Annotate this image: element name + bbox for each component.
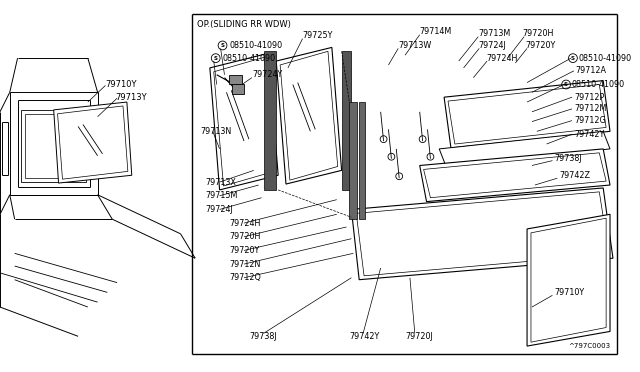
Text: S: S: [571, 56, 575, 61]
Text: 79725Y: 79725Y: [303, 31, 333, 40]
Polygon shape: [439, 131, 610, 167]
Text: 79724H: 79724H: [229, 219, 260, 228]
Polygon shape: [527, 214, 610, 346]
Polygon shape: [280, 51, 338, 180]
Text: 79713W: 79713W: [398, 41, 431, 50]
Text: OP.(SLIDING RR WDW): OP.(SLIDING RR WDW): [197, 20, 291, 29]
Text: 79713M: 79713M: [478, 29, 511, 38]
Text: 79710Y: 79710Y: [554, 288, 584, 297]
Text: 08510-41090: 08510-41090: [229, 41, 282, 50]
Polygon shape: [448, 84, 606, 144]
Text: 79713X: 79713X: [205, 177, 236, 187]
Text: 79724J: 79724J: [478, 41, 506, 50]
Polygon shape: [342, 51, 351, 190]
Text: 79715M: 79715M: [205, 191, 237, 200]
Text: 79710Y: 79710Y: [106, 80, 137, 89]
Text: 79720H: 79720H: [522, 29, 554, 38]
Polygon shape: [232, 84, 244, 94]
Polygon shape: [424, 153, 606, 198]
Text: 08510-41090: 08510-41090: [572, 80, 625, 89]
Polygon shape: [264, 51, 276, 190]
Polygon shape: [351, 188, 613, 280]
Polygon shape: [22, 110, 86, 182]
Text: 79712A: 79712A: [576, 66, 607, 75]
Text: 79720Y: 79720Y: [229, 246, 260, 255]
Polygon shape: [356, 192, 609, 276]
Polygon shape: [229, 75, 242, 84]
Text: 79720J: 79720J: [405, 332, 433, 341]
Text: 79742Z: 79742Z: [559, 171, 590, 180]
Text: 79742Y: 79742Y: [574, 130, 604, 139]
Text: 79738J: 79738J: [554, 154, 582, 163]
Text: 79714M: 79714M: [420, 27, 452, 36]
Text: 79712N: 79712N: [229, 260, 260, 269]
Polygon shape: [531, 218, 606, 342]
Text: 08510-41090: 08510-41090: [579, 54, 632, 62]
Text: S: S: [221, 43, 225, 48]
Text: ^797C0003: ^797C0003: [568, 343, 610, 349]
Polygon shape: [26, 114, 82, 178]
Text: 08510-41090: 08510-41090: [223, 54, 276, 62]
Text: 79713Y: 79713Y: [115, 93, 147, 102]
Text: 79724Y: 79724Y: [253, 70, 283, 79]
Text: S: S: [564, 82, 568, 87]
Polygon shape: [349, 102, 357, 219]
Text: S: S: [214, 56, 218, 61]
Polygon shape: [420, 149, 610, 202]
Polygon shape: [54, 102, 132, 183]
Text: 79712P: 79712P: [574, 93, 604, 102]
Text: 79712G: 79712G: [574, 116, 605, 125]
Text: 79712M: 79712M: [574, 105, 606, 113]
Text: 79738J: 79738J: [249, 332, 276, 341]
Text: 79724J: 79724J: [205, 205, 233, 214]
Polygon shape: [444, 81, 610, 148]
Polygon shape: [276, 47, 342, 184]
Polygon shape: [214, 57, 275, 186]
Polygon shape: [210, 53, 278, 190]
Polygon shape: [58, 106, 128, 179]
Text: 79742Y: 79742Y: [349, 332, 380, 341]
Text: 79724H: 79724H: [486, 54, 518, 62]
Text: 79712Q: 79712Q: [229, 273, 261, 282]
Text: 79720Y: 79720Y: [525, 41, 556, 50]
Text: 79720H: 79720H: [229, 232, 260, 241]
Text: 79713N: 79713N: [200, 127, 231, 136]
Polygon shape: [359, 102, 365, 219]
